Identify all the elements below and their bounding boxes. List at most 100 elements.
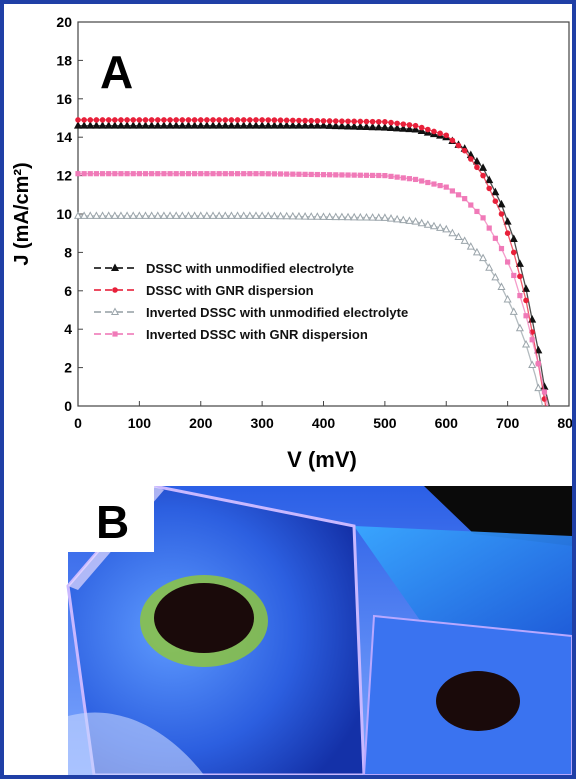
data-point [265, 117, 272, 123]
x-tick-label: 500 [373, 415, 397, 431]
data-point [468, 202, 474, 208]
x-tick-label: 400 [312, 415, 336, 431]
data-point [333, 172, 339, 178]
data-point [198, 171, 204, 177]
data-point [265, 171, 271, 177]
data-point [75, 117, 81, 123]
data-point [98, 211, 107, 219]
y-tick-label: 10 [56, 206, 72, 222]
data-point [307, 121, 316, 129]
x-tick-label: 700 [496, 415, 520, 431]
data-point [523, 297, 529, 304]
data-point [515, 323, 524, 332]
data-point [466, 242, 475, 250]
data-point [394, 120, 400, 127]
data-point [105, 117, 112, 123]
data-point [419, 178, 425, 184]
data-point [167, 117, 173, 123]
data-point [406, 122, 413, 128]
data-point [136, 171, 142, 177]
legend-marker [112, 287, 118, 293]
data-point [159, 211, 168, 219]
y-tick-label: 14 [56, 129, 72, 145]
data-point [448, 228, 457, 237]
panel-b-label-box [4, 486, 154, 552]
data-point [185, 117, 192, 123]
series-3 [73, 211, 544, 407]
data-point [442, 224, 451, 233]
data-point [388, 173, 394, 179]
data-point [509, 234, 518, 242]
legend-label: DSSC with GNR dispersion [146, 283, 314, 298]
data-point [233, 211, 242, 219]
data-point [129, 121, 138, 129]
data-point [351, 172, 357, 178]
data-point [123, 121, 132, 129]
data-point [179, 171, 185, 177]
data-point [461, 147, 468, 154]
data-point [449, 188, 455, 194]
data-point [357, 118, 364, 125]
data-point [247, 171, 253, 177]
x-tick-label: 0 [74, 415, 82, 431]
data-point [468, 156, 474, 162]
data-point [253, 171, 259, 177]
data-point [202, 121, 211, 129]
legend-item: DSSC with GNR dispersion [94, 283, 314, 298]
data-point [412, 122, 419, 129]
data-point [184, 121, 193, 129]
data-point [185, 171, 192, 177]
data-point [337, 212, 346, 221]
y-tick-label: 20 [56, 14, 72, 30]
data-point [130, 117, 137, 123]
data-point [118, 171, 124, 177]
data-point [363, 172, 370, 178]
data-point [277, 117, 284, 124]
data-point [337, 121, 346, 130]
data-point [270, 211, 279, 220]
data-point [75, 171, 81, 177]
data-point [425, 126, 431, 133]
x-tick-label: 200 [189, 415, 213, 431]
data-point [301, 121, 310, 129]
data-point [227, 211, 236, 219]
data-point [301, 212, 310, 220]
data-point [282, 121, 291, 129]
panel-label-a: A [100, 46, 133, 98]
data-point [135, 121, 144, 129]
data-point [155, 171, 161, 177]
data-point [491, 272, 500, 281]
data-point [350, 122, 359, 130]
panel-label-b: B [96, 496, 129, 548]
data-point [294, 121, 303, 129]
data-point [73, 211, 83, 219]
data-point [308, 117, 315, 124]
legend-item: DSSC with unmodified electrolyte [94, 261, 354, 276]
data-point [351, 118, 357, 125]
y-tick-label: 12 [56, 168, 72, 184]
data-point [296, 117, 302, 124]
data-point [142, 171, 149, 177]
data-point [173, 117, 179, 123]
data-point [308, 171, 314, 178]
data-point [92, 211, 101, 219]
data-point [80, 211, 89, 219]
y-tick-label: 16 [56, 91, 72, 107]
data-point [202, 211, 211, 219]
x-tick-label: 100 [128, 415, 152, 431]
data-point [431, 181, 437, 187]
data-point [399, 124, 408, 132]
data-point [99, 171, 106, 177]
data-point [344, 212, 353, 221]
data-point [417, 218, 426, 227]
data-point [240, 117, 247, 123]
data-point [81, 117, 87, 123]
legend-marker [110, 307, 120, 315]
data-point [222, 171, 228, 177]
data-point [307, 212, 316, 220]
data-point [486, 225, 492, 231]
data-point [288, 211, 297, 220]
data-point [394, 174, 400, 180]
data-point [147, 211, 156, 219]
y-axis-label: J (mA/cm²) [11, 162, 33, 265]
